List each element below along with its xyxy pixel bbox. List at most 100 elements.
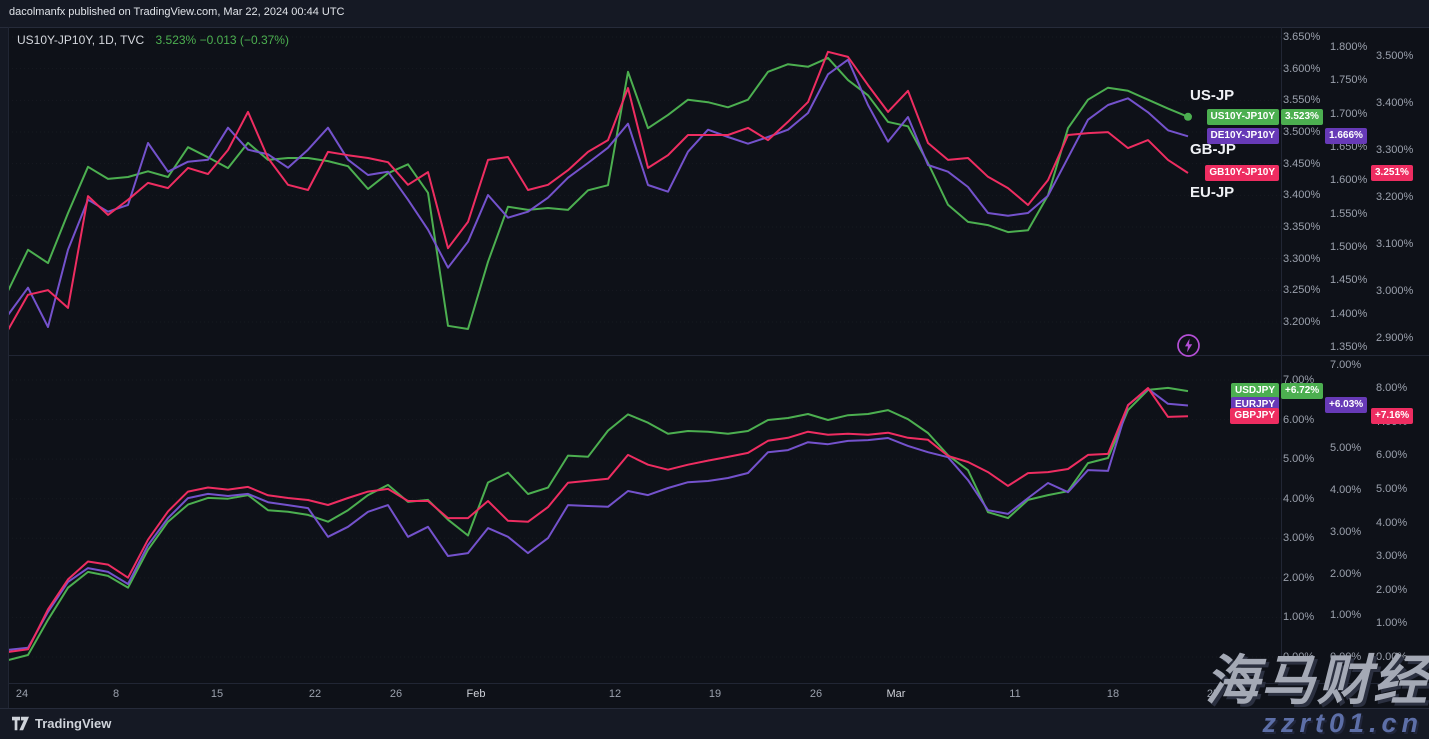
pane-divider[interactable] <box>8 355 1429 356</box>
de-tick-1.800%: 1.800% <box>1330 41 1368 53</box>
time-label-Feb: Feb <box>466 688 486 700</box>
time-label-18: 18 <box>1106 688 1120 700</box>
us-tick-3.650%: 3.650% <box>1283 31 1321 43</box>
gbp-tick-5.00%: 5.00% <box>1376 482 1408 495</box>
time-label-26: 26 <box>809 688 823 700</box>
eur-tick-7.00%: 7.00% <box>1330 359 1362 371</box>
time-label-8: 8 <box>112 688 120 700</box>
legend-symbol: US10Y-JP10Y, 1D, TVC <box>17 33 145 47</box>
GBPJPY-line[interactable] <box>8 387 1189 653</box>
eur-tick-4.00%: 4.00% <box>1330 484 1362 497</box>
time-axis[interactable]: 24 8 15 22 26 Feb 12 19 26 Mar 11 18 25 <box>8 683 1429 708</box>
eur-tick-0.00%: 0.00% <box>1330 650 1362 663</box>
GB10Y-JP10Y-price-badge: 3.251% <box>1371 165 1413 182</box>
tradingview-logo-text: TradingView <box>35 716 112 731</box>
GB10Y-JP10Y-symbol-badge: GB10Y-JP10Y <box>1205 165 1279 182</box>
gbp-tick-1.00%: 1.00% <box>1376 617 1408 630</box>
time-label-26: 26 <box>389 688 403 700</box>
de-tick-1.750%: 1.750% <box>1330 74 1368 87</box>
eur-tick-2.00%: 2.00% <box>1330 567 1362 580</box>
USDJPY-price-badge: +6.72% <box>1281 383 1324 400</box>
usd-tick-3.00%: 3.00% <box>1283 532 1315 545</box>
US10Y-JP10Y-last-value-dot <box>1184 112 1192 121</box>
us-tick-3.600%: 3.600% <box>1283 62 1321 75</box>
price-scale-divider <box>1281 27 1282 683</box>
us-tick-3.450%: 3.450% <box>1283 157 1321 170</box>
gb-tick-3.500%: 3.500% <box>1376 50 1414 62</box>
GBPJPY-price-badge: +7.16% <box>1371 408 1414 425</box>
us-tick-3.550%: 3.550% <box>1283 94 1321 107</box>
usd-tick-4.00%: 4.00% <box>1283 492 1315 505</box>
frame-top-line <box>0 27 1429 28</box>
GB10Y-JP10Y-line[interactable] <box>8 50 1189 331</box>
usd-tick-0.00%: 0.00% <box>1283 650 1315 663</box>
usd-tick-7.00%: 7.00% <box>1283 374 1315 386</box>
time-label-24: 24 <box>15 688 29 700</box>
US10Y-JP10Y-line[interactable] <box>8 56 1189 330</box>
gb-tick-3.200%: 3.200% <box>1376 191 1414 203</box>
frame-left-line <box>8 27 9 708</box>
gb-tick-3.400%: 3.400% <box>1376 97 1414 109</box>
gb-tick-3.000%: 3.000% <box>1376 285 1414 297</box>
time-label-15: 15 <box>210 688 224 700</box>
us-tick-3.500%: 3.500% <box>1283 125 1321 138</box>
DE10Y-JP10Y-symbol-badge: DE10Y-JP10Y <box>1206 128 1279 145</box>
time-label-Mar: Mar <box>886 688 906 700</box>
chart-canvas[interactable] <box>8 27 1281 683</box>
time-label-11: 11 <box>1009 688 1021 700</box>
USDJPY-symbol-badge: USDJPY <box>1230 383 1279 400</box>
de-tick-1.550%: 1.550% <box>1330 207 1368 220</box>
de-tick-1.600%: 1.600% <box>1330 174 1368 187</box>
de-tick-1.400%: 1.400% <box>1330 307 1368 320</box>
footer-bar: TradingView <box>0 708 1429 739</box>
usd-tick-1.00%: 1.00% <box>1283 611 1315 624</box>
time-label-22: 22 <box>308 688 322 700</box>
de-tick-1.700%: 1.700% <box>1330 107 1368 120</box>
tradingview-logo-icon <box>12 716 29 731</box>
EURJPY-price-badge: +6.03% <box>1325 397 1368 414</box>
de-tick-1.450%: 1.450% <box>1330 274 1368 287</box>
US10Y-JP10Y-price-badge: 3.523% <box>1281 108 1323 125</box>
gb-tick-3.300%: 3.300% <box>1376 144 1414 156</box>
usd-tick-6.00%: 6.00% <box>1283 413 1315 426</box>
gbp-tick-3.00%: 3.00% <box>1376 550 1408 563</box>
gb-tick-2.900%: 2.900% <box>1376 332 1414 344</box>
watermark-domain: zzrt01.cn <box>1262 708 1423 738</box>
watermark-title: 海马财经 <box>1205 651 1429 711</box>
chart-background <box>8 27 1429 708</box>
annotation-EU-JP: EU-JP <box>1190 184 1235 201</box>
annotation-GB-JP: GB-JP <box>1190 141 1236 158</box>
boost-button[interactable] <box>1176 333 1201 358</box>
DE10Y-JP10Y-price-badge: 1.666% <box>1325 128 1367 145</box>
eur-tick-3.00%: 3.00% <box>1330 525 1362 538</box>
lightning-icon <box>1177 334 1200 357</box>
time-axis-divider <box>8 683 1429 684</box>
EURJPY-line[interactable] <box>8 387 1189 651</box>
gb-tick-3.100%: 3.100% <box>1376 238 1414 250</box>
us-tick-3.200%: 3.200% <box>1283 315 1321 328</box>
gbp-tick-0.00%: 0.00% <box>1376 651 1408 664</box>
time-label-19: 19 <box>708 688 722 700</box>
chart-legend[interactable]: US10Y-JP10Y, 1D, TVC 3.523% −0.013 (−0.3… <box>17 33 289 47</box>
de-tick-1.350%: 1.350% <box>1330 341 1368 353</box>
DE10Y-JP10Y-line[interactable] <box>8 58 1189 328</box>
tradingview-logo[interactable]: TradingView <box>12 715 111 732</box>
us-tick-3.350%: 3.350% <box>1283 220 1321 233</box>
usd-tick-5.00%: 5.00% <box>1283 453 1315 466</box>
time-label-25: 25 <box>1206 688 1220 700</box>
us-tick-3.400%: 3.400% <box>1283 189 1321 202</box>
de-tick-1.500%: 1.500% <box>1330 241 1368 253</box>
gbp-tick-8.00%: 8.00% <box>1376 382 1408 394</box>
eur-tick-5.00%: 5.00% <box>1330 442 1362 455</box>
gbp-tick-2.00%: 2.00% <box>1376 583 1408 596</box>
annotation-US-JP: US-JP <box>1190 87 1235 104</box>
gbp-tick-6.00%: 6.00% <box>1376 449 1408 462</box>
US10Y-JP10Y-symbol-badge: US10Y-JP10Y <box>1206 108 1279 125</box>
USDJPY-line[interactable] <box>8 386 1189 662</box>
gbp-tick-4.00%: 4.00% <box>1376 516 1408 529</box>
usd-tick-2.00%: 2.00% <box>1283 571 1315 584</box>
legend-quote: 3.523% −0.013 (−0.37%) <box>155 33 289 47</box>
attribution-text: dacolmanfx published on TradingView.com,… <box>9 6 345 18</box>
time-label-12: 12 <box>608 688 622 700</box>
